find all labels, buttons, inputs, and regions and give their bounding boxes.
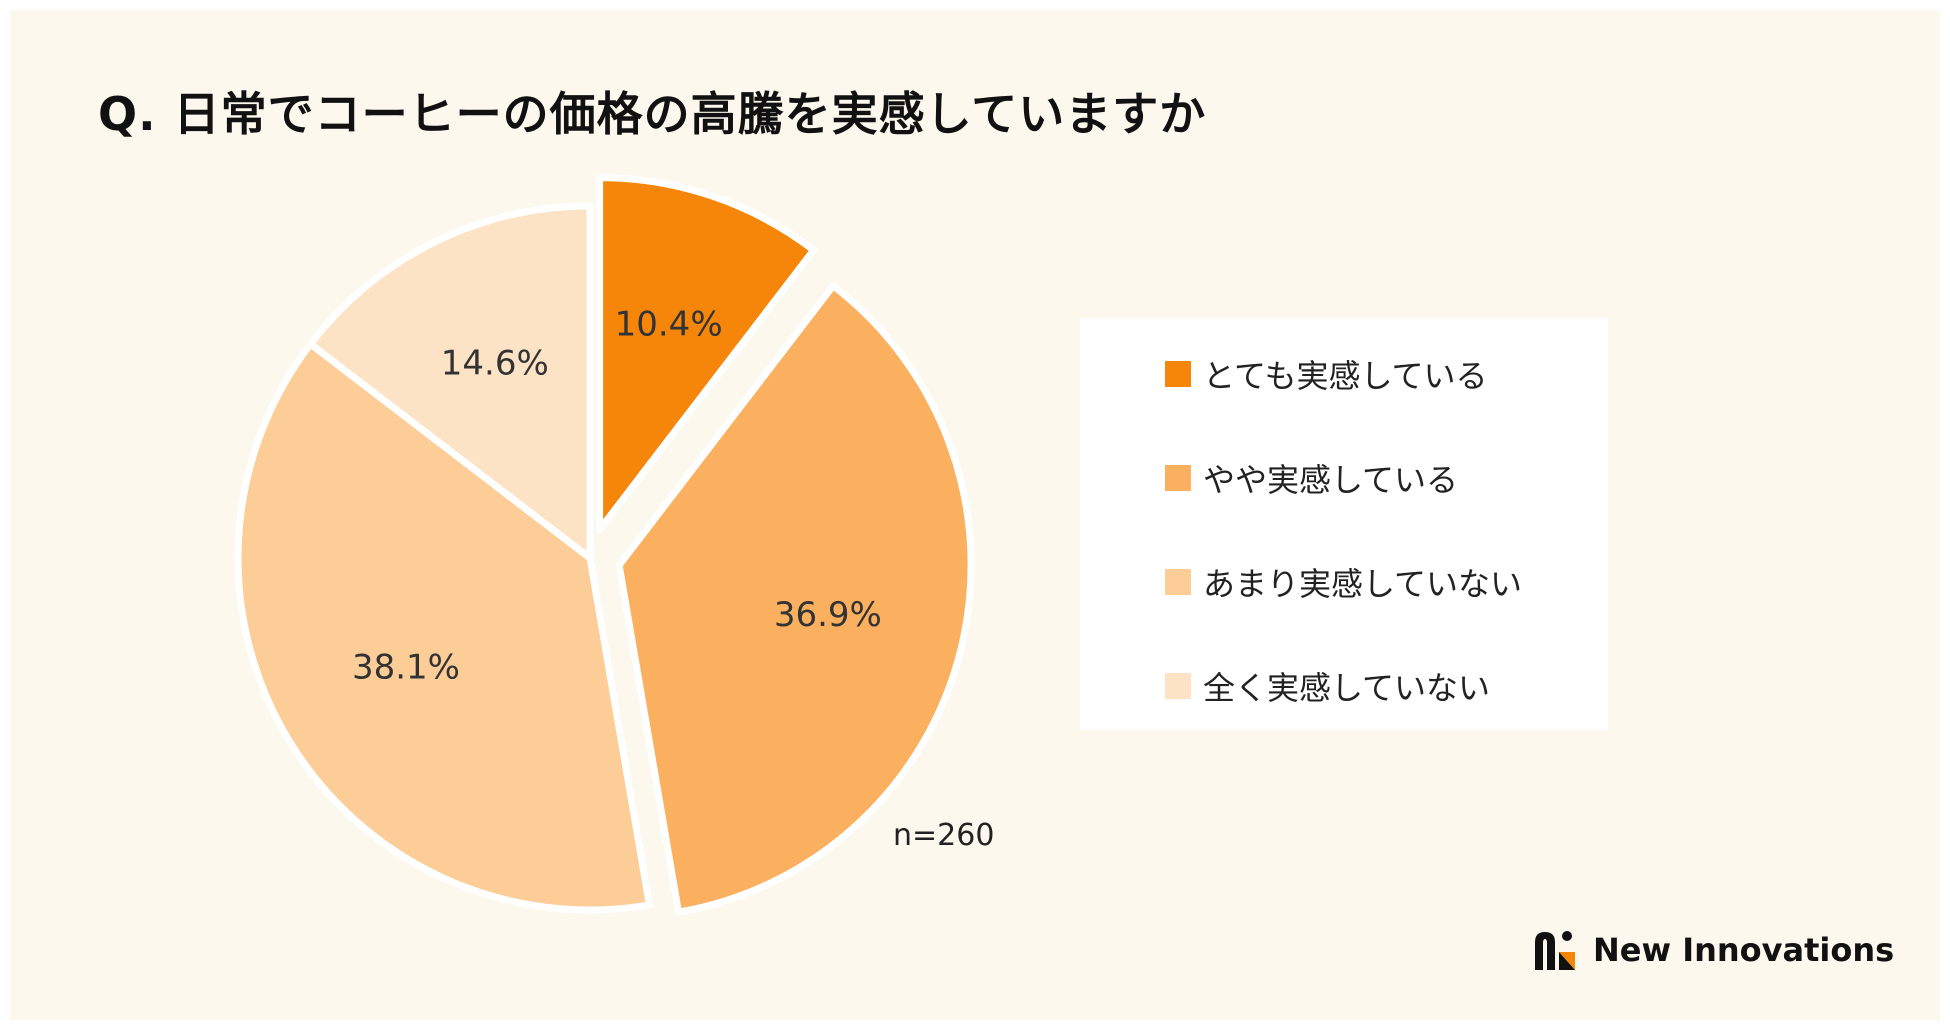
legend-label: あまり実感していない — [1203, 565, 1523, 603]
legend-item: とても実感している — [1165, 354, 1488, 395]
legend-swatch — [1165, 361, 1191, 387]
pie-slice-label: 38.1% — [352, 648, 460, 688]
legend-label: やや実感している — [1203, 461, 1459, 499]
sample-size-label: n=260 — [893, 818, 995, 853]
legend-item: 全く実感していない — [1165, 666, 1491, 707]
legend-label: 全く実感していない — [1203, 669, 1491, 707]
pie-slice-label: 14.6% — [441, 344, 549, 384]
legend-item: やや実感している — [1165, 458, 1459, 499]
pie-slice-label: 10.4% — [615, 304, 723, 344]
legend-swatch — [1165, 569, 1191, 595]
legend-item: あまり実感していない — [1165, 562, 1523, 603]
legend-swatch — [1165, 465, 1191, 491]
pie-slice — [234, 340, 653, 914]
pie-slice-label: 36.9% — [774, 595, 882, 635]
brand-name: New Innovations — [1593, 931, 1895, 969]
chart-title: Q. 日常でコーヒーの価格の高騰を実感していますか — [98, 87, 1207, 141]
new-innovations-logo-icon — [1535, 931, 1575, 970]
legend-label: とても実感している — [1203, 357, 1488, 395]
legend: とても実感している やや実感している あまり実感していない 全く実感していない — [1080, 318, 1608, 730]
pie-slice — [596, 174, 818, 534]
pie-slice — [307, 202, 594, 562]
pie-slice — [615, 282, 975, 916]
brand-logo: New Innovations — [1533, 928, 1894, 972]
legend-swatch — [1165, 673, 1191, 699]
